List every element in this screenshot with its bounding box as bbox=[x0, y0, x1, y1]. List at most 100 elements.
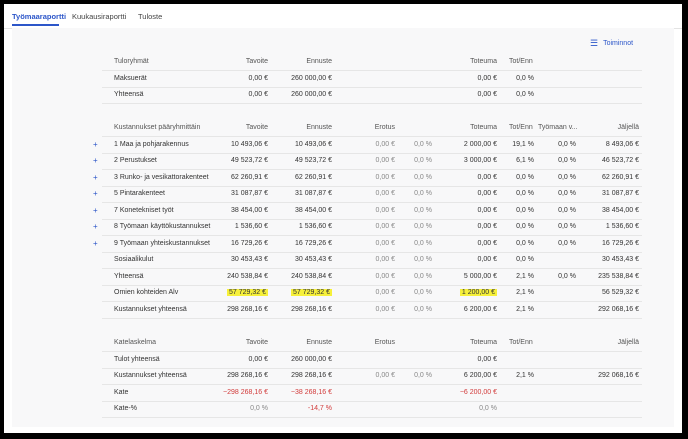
table-row[interactable]: +2 Perustukset 49 523,72 € 49 523,72 € 0,00… bbox=[93, 153, 642, 170]
tab-kuukausiraportti[interactable]: Kuukausiraportti bbox=[72, 12, 127, 21]
tab-bar: Työmaaraportti Kuukausiraportti Tuloste bbox=[4, 4, 682, 29]
ennuste-value: 57 729,32 € bbox=[291, 289, 332, 296]
ennuste-value: 260 000,00 € bbox=[291, 355, 332, 363]
tot_enn-value: 0,0 % bbox=[516, 91, 534, 98]
tot_enn-value: 2,1 % bbox=[516, 272, 534, 280]
jaljella-value: 1 536,60 € bbox=[605, 223, 639, 230]
tavoite-value: 0,0 % bbox=[250, 405, 268, 412]
column-header: Toteuma bbox=[470, 124, 497, 131]
jaljella-value: 8 493,06 € bbox=[605, 140, 639, 148]
erotus-value: 0,00 € bbox=[375, 223, 395, 230]
toteuma-value: 0,00 € bbox=[477, 74, 497, 82]
table-row: Omien kohteiden Alv 57 729,32 € 57 729,32 … bbox=[102, 285, 642, 302]
toteuma-value: 0,00 € bbox=[477, 173, 497, 181]
tyomaa-value: 0,0 % bbox=[558, 206, 576, 214]
active-tab-indicator bbox=[12, 24, 59, 26]
column-header: Toteuma bbox=[470, 339, 497, 346]
tab-tuloste[interactable]: Tuloste bbox=[138, 12, 163, 21]
expand-icon[interactable]: + bbox=[93, 156, 98, 165]
tyomaa-value: 0,0 % bbox=[558, 223, 576, 230]
tot_enn-value: 0,0 % bbox=[516, 239, 534, 247]
erotus_pct-value: 0,0 % bbox=[414, 372, 432, 379]
jaljella-value: 56 529,32 € bbox=[602, 289, 639, 296]
column-header: Ennuste bbox=[306, 58, 332, 65]
tavoite-value: 10 493,06 € bbox=[231, 140, 268, 148]
tyomaa-value: 0,0 % bbox=[558, 173, 576, 181]
column-header: Toteuma bbox=[470, 58, 497, 65]
tot_enn-value: 0,0 % bbox=[516, 256, 534, 263]
expand-icon[interactable]: + bbox=[93, 139, 98, 149]
ennuste-value: -14,7 % bbox=[307, 405, 332, 412]
tab-tyomaaraportti[interactable]: Työmaaraportti bbox=[12, 12, 67, 21]
erotus-value: 0,00 € bbox=[375, 173, 395, 181]
menu-icon: ☰ bbox=[590, 38, 599, 48]
row-label: Tulot yhteensä bbox=[114, 355, 160, 363]
table-row: Maksuerät 0,00 € 260 000,00 € 0,00 € 0,0 % bbox=[102, 71, 642, 88]
ennuste-value: 31 087,87 € bbox=[295, 190, 332, 197]
tavoite-value: 0,00 € bbox=[248, 74, 268, 82]
jaljella-value: 46 523,72 € bbox=[602, 157, 639, 164]
costs-header-row: Kustannukset pääryhmittäin Tavoite Ennuste… bbox=[102, 120, 642, 137]
tavoite-value: 57 729,32 € bbox=[227, 289, 268, 296]
table-row: Kustannukset yhteensä 298 268,16 € 298 268… bbox=[102, 302, 642, 319]
table-row[interactable]: +1 Maa ja pohjarakennus 10 493,06 € 10 493… bbox=[93, 137, 642, 154]
tavoite-value: 0,00 € bbox=[248, 91, 268, 98]
ennuste-value: 260 000,00 € bbox=[291, 74, 332, 82]
tyomaa-value: 0,0 % bbox=[558, 272, 576, 280]
jaljella-value: 235 538,84 € bbox=[598, 272, 639, 280]
table-row: Yhteensä 240 538,84 € 240 538,84 € 0,00 € 0,… bbox=[102, 269, 642, 286]
ennuste-value: 16 729,26 € bbox=[295, 239, 332, 247]
toteuma-value: 3 000,00 € bbox=[463, 157, 497, 164]
erotus-value: 0,00 € bbox=[375, 289, 395, 296]
ennuste-value: 260 000,00 € bbox=[291, 91, 332, 98]
ennuste-value: 49 523,72 € bbox=[295, 157, 332, 164]
column-header: Jäljellä bbox=[617, 124, 639, 131]
jaljella-value: 62 260,91 € bbox=[602, 173, 639, 181]
tyomaa-value: 0,0 % bbox=[558, 190, 576, 197]
tavoite-value: 240 538,84 € bbox=[227, 272, 268, 280]
table-row[interactable]: +5 Pintarakenteet 31 087,87 € 31 087,87 € 0… bbox=[93, 186, 642, 203]
row-label: 9 Työmaan yhteiskustannukset bbox=[114, 239, 210, 247]
row-label: 7 Konetekniset työt bbox=[114, 206, 174, 214]
row-label: 5 Pintarakenteet bbox=[114, 190, 165, 197]
expand-icon[interactable]: + bbox=[93, 205, 98, 215]
toteuma-value: 0,00 € bbox=[477, 206, 497, 214]
ennuste-value: 38 454,00 € bbox=[295, 206, 332, 214]
report-window: Työmaaraportti Kuukausiraportti Tuloste … bbox=[4, 4, 682, 433]
toteuma-value: 0,00 € bbox=[477, 239, 497, 247]
highlight-mark: 1 200,00 € bbox=[459, 289, 497, 296]
column-header: Kustannukset pääryhmittäin bbox=[114, 124, 201, 131]
tavoite-value: 62 260,91 € bbox=[231, 173, 268, 181]
ennuste-value: 1 536,60 € bbox=[298, 223, 332, 230]
tavoite-value: 16 729,26 € bbox=[231, 239, 268, 247]
expand-icon[interactable]: + bbox=[93, 172, 98, 182]
erotus_pct-value: 0,0 % bbox=[414, 272, 432, 280]
table-row[interactable]: +7 Konetekniset työt 38 454,00 € 38 454,00… bbox=[93, 203, 642, 220]
table-row[interactable]: +9 Työmaan yhteiskustannukset 16 729,26 €… bbox=[93, 236, 642, 253]
jaljella-value: 292 068,16 € bbox=[598, 305, 639, 313]
column-header: Tot/Enn bbox=[509, 339, 533, 346]
jaljella-value: 292 068,16 € bbox=[598, 372, 639, 379]
erotus-value: 0,00 € bbox=[375, 372, 395, 379]
row-label: 3 Runko- ja vesikattorakenteet bbox=[114, 173, 209, 181]
erotus_pct-value: 0,0 % bbox=[414, 157, 432, 164]
column-header: Tuloryhmät bbox=[114, 58, 149, 65]
highlight-mark: 57 729,32 € bbox=[291, 289, 332, 296]
table-row[interactable]: +3 Runko- ja vesikattorakenteet 62 260,91… bbox=[93, 170, 642, 187]
column-header: Katelaskelma bbox=[114, 339, 157, 346]
table-row: Sosiaalikulut 30 453,43 € 30 453,43 € 0,00 … bbox=[102, 252, 642, 269]
tavoite-value: 0,00 € bbox=[248, 355, 268, 363]
expand-icon[interactable]: + bbox=[93, 189, 98, 198]
expand-icon[interactable]: + bbox=[93, 222, 98, 231]
row-label: Yhteensä bbox=[114, 91, 144, 98]
actions-button[interactable]: ☰ Toiminnot bbox=[590, 38, 633, 49]
actions-label: Toiminnot bbox=[603, 40, 634, 47]
table-row[interactable]: +8 Työmaan käyttökustannukset 1 536,60 € 1… bbox=[93, 219, 642, 236]
tot_enn-value: 0,0 % bbox=[516, 206, 534, 214]
erotus_pct-value: 0,0 % bbox=[414, 173, 432, 181]
jaljella-value: 16 729,26 € bbox=[602, 239, 639, 247]
tyomaa-value: 0,0 % bbox=[558, 239, 576, 247]
expand-icon[interactable]: + bbox=[93, 238, 98, 248]
ennuste-value: 30 453,43 € bbox=[295, 256, 332, 263]
row-label: Sosiaalikulut bbox=[114, 256, 154, 263]
